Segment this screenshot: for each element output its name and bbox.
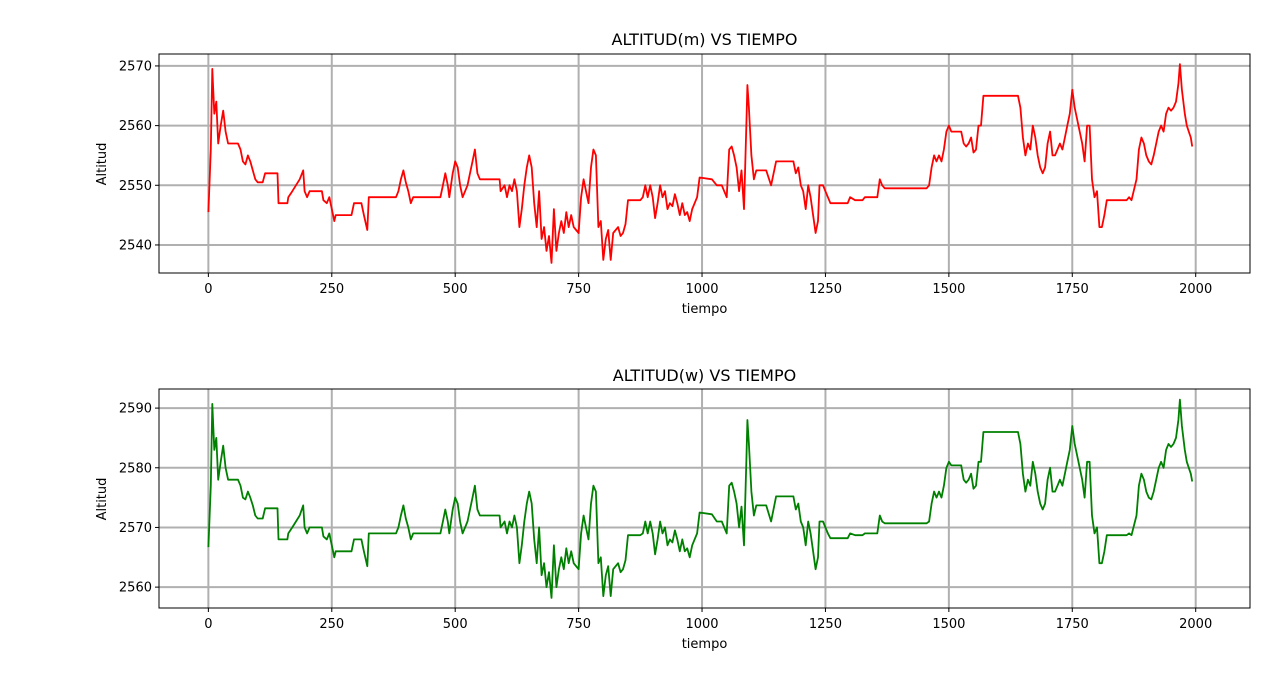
x-tick-label: 0 bbox=[204, 617, 212, 632]
y-tick-label: 2560 bbox=[119, 119, 152, 134]
y-axis-label: Altitud bbox=[95, 478, 110, 521]
x-axis-label: tiempo bbox=[682, 637, 728, 652]
x-tick-label: 500 bbox=[443, 617, 468, 632]
grid bbox=[159, 54, 1250, 273]
y-tick-label: 2540 bbox=[119, 238, 152, 253]
series-line-0 bbox=[207, 398, 1194, 599]
x-tick-label: 2000 bbox=[1179, 282, 1212, 297]
x-tick-label: 250 bbox=[319, 282, 344, 297]
y-tick-label: 2560 bbox=[119, 581, 152, 596]
series-line-0 bbox=[207, 63, 1194, 264]
y-tick-label: 2570 bbox=[119, 59, 152, 74]
x-tick-label: 1250 bbox=[809, 617, 842, 632]
y-tick-label: 2570 bbox=[119, 521, 152, 536]
series-layer bbox=[207, 398, 1194, 599]
grid bbox=[159, 389, 1250, 608]
x-axis-label: tiempo bbox=[682, 302, 728, 317]
x-tick-label: 1000 bbox=[685, 282, 718, 297]
y-tick-label: 2590 bbox=[119, 402, 152, 417]
x-tick-label: 1750 bbox=[1056, 282, 1089, 297]
x-tick-label: 750 bbox=[566, 282, 591, 297]
x-tick-label: 750 bbox=[566, 617, 591, 632]
chart-title: ALTITUD(m) VS TIEMPO bbox=[612, 30, 798, 49]
altitud-m-chart: ALTITUD(m) VS TIEMPO 0 250 500 750 1000 1250 1… bbox=[95, 30, 1251, 317]
x-tick-label: 1750 bbox=[1056, 617, 1089, 632]
ticks: 0 250 500 750 1000 1250 1500 1750 2000 2560 2570 25… bbox=[119, 402, 1212, 632]
x-tick-label: 1500 bbox=[932, 282, 965, 297]
x-tick-label: 500 bbox=[443, 282, 468, 297]
chart-title: ALTITUD(w) VS TIEMPO bbox=[613, 366, 796, 385]
plot-area-frame bbox=[158, 388, 1251, 609]
x-tick-label: 1500 bbox=[932, 617, 965, 632]
y-axis-label: Altitud bbox=[95, 143, 110, 186]
series-layer bbox=[207, 63, 1194, 264]
plot-area-frame bbox=[158, 53, 1251, 274]
x-tick-label: 2000 bbox=[1179, 617, 1212, 632]
ticks: 0 250 500 750 1000 1250 1500 1750 2000 2540 2550 25… bbox=[119, 59, 1212, 297]
y-tick-label: 2580 bbox=[119, 461, 152, 476]
altitud-w-chart: ALTITUD(w) VS TIEMPO 0 250 500 750 1000 1250 1… bbox=[95, 366, 1251, 652]
y-tick-label: 2550 bbox=[119, 179, 152, 194]
x-tick-label: 1000 bbox=[685, 617, 718, 632]
x-tick-label: 0 bbox=[204, 282, 212, 297]
x-tick-label: 250 bbox=[319, 617, 344, 632]
x-tick-label: 1250 bbox=[809, 282, 842, 297]
